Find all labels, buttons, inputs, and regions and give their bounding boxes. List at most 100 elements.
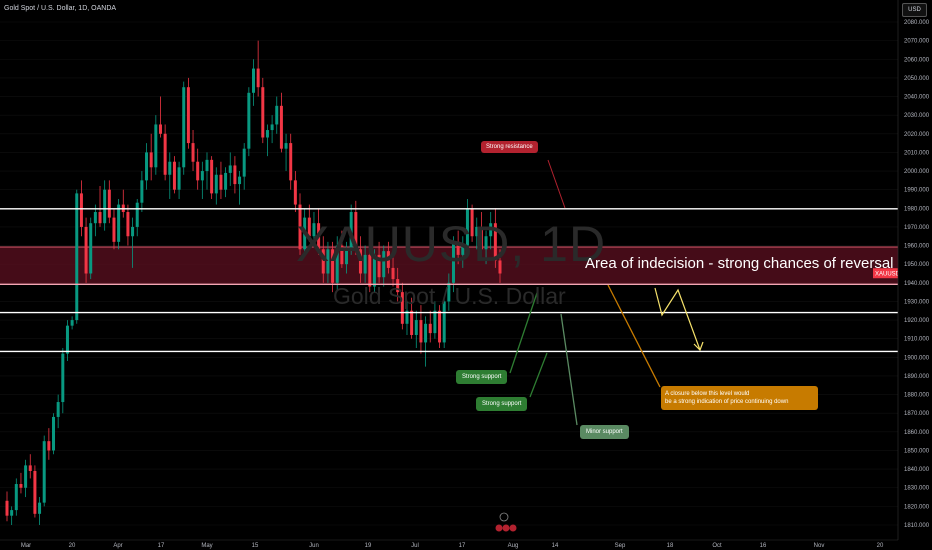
candle-body xyxy=(186,87,190,144)
candle-body xyxy=(117,204,121,242)
closure-note-label[interactable]: A closure below this level would be a st… xyxy=(661,386,818,410)
watermark-symbol: XAUUSD, 1D xyxy=(296,216,607,272)
price-tick-label: 2020.000 xyxy=(904,132,930,138)
symbol-title[interactable]: Gold Spot / U.S. Dollar, 1D, OANDA xyxy=(4,5,117,12)
candle-body xyxy=(442,301,446,343)
candle-body xyxy=(386,251,390,268)
price-tick-label: 1900.000 xyxy=(904,355,930,361)
candle-body xyxy=(145,152,149,181)
time-axis[interactable]: Mar 20 Apr 17 May 15 Jun 19 Jul 17 Aug 14 Sep 18 Oct 16… xyxy=(0,539,898,549)
time-tick-label: 19 xyxy=(365,543,372,549)
candle-body xyxy=(205,159,209,172)
candle-body xyxy=(317,223,321,250)
time-tick-label: Jun xyxy=(309,543,319,549)
candle-body xyxy=(275,105,279,125)
candle-body xyxy=(354,212,358,250)
price-tick-label: 1840.000 xyxy=(904,467,930,473)
candles-layer xyxy=(5,40,502,525)
candle-body xyxy=(298,204,302,250)
strong-support-label-2[interactable]: Strong support xyxy=(476,397,528,411)
strong-support-label-1[interactable]: Strong support xyxy=(456,370,508,384)
candle-body xyxy=(75,193,79,321)
time-tick-label: Apr xyxy=(113,543,122,549)
currency-button[interactable]: USD xyxy=(902,3,927,17)
candle-body xyxy=(89,223,93,274)
candle-body xyxy=(135,202,139,227)
price-tick-label: 2080.000 xyxy=(904,20,930,26)
candle-body xyxy=(256,68,260,88)
closure-note-line-1: A closure below this level would xyxy=(665,391,750,397)
candle-body xyxy=(219,174,223,190)
candle-body xyxy=(456,241,460,255)
candle-body xyxy=(358,249,362,274)
candle-body xyxy=(461,245,465,255)
candle-body xyxy=(214,174,218,194)
candle-body xyxy=(224,172,228,190)
candle-body xyxy=(228,165,232,173)
price-tick-label: 2000.000 xyxy=(904,169,930,175)
candle-body xyxy=(438,310,442,343)
candle-body xyxy=(65,325,69,354)
strong-resistance-label[interactable]: Strong resistance xyxy=(481,141,538,153)
candle-body xyxy=(307,217,311,237)
time-tick-label: 17 xyxy=(158,543,165,549)
candle-body xyxy=(414,320,418,335)
candle-body xyxy=(98,212,102,224)
price-tick-label: 2070.000 xyxy=(904,39,930,45)
time-tick-label: Aug xyxy=(508,543,519,549)
candle-body xyxy=(177,167,181,190)
support-pointer-1 xyxy=(509,289,539,374)
price-tick-label: 2030.000 xyxy=(904,113,930,119)
price-tick-label: 1930.000 xyxy=(904,299,930,305)
price-tick-label: 2060.000 xyxy=(904,57,930,63)
candle-body xyxy=(475,226,479,237)
candle-body xyxy=(252,68,255,93)
candle-body xyxy=(335,245,339,283)
time-tick-label: 20 xyxy=(877,543,884,549)
price-tick-label: 1970.000 xyxy=(904,225,930,231)
candle-body xyxy=(498,260,502,274)
minor-support-label[interactable]: Minor support xyxy=(580,425,629,439)
price-tick-label: 1950.000 xyxy=(904,262,930,268)
candle-body xyxy=(470,208,474,237)
price-tick-label: 2040.000 xyxy=(904,95,930,101)
closure-pointer xyxy=(607,284,661,388)
event-icons[interactable] xyxy=(495,524,517,532)
price-axis[interactable]: 2080.000 2070.000 2060.000 2050.000 2040.000… xyxy=(897,0,932,550)
indecision-area-label[interactable]: Area of indecision - strong chances of r… xyxy=(585,255,894,272)
candle-body xyxy=(56,402,60,417)
symbol-badge-text: XAUUSD xyxy=(875,272,901,278)
candle-body xyxy=(103,189,107,224)
candle-body xyxy=(372,254,376,287)
resistance-pointer xyxy=(547,159,566,209)
candle-body xyxy=(400,292,404,324)
time-tick-label: 14 xyxy=(552,543,559,549)
candle-body xyxy=(47,441,51,451)
candle-body xyxy=(247,92,251,149)
candle-body xyxy=(126,212,130,237)
candle-body xyxy=(424,323,428,343)
candle-body xyxy=(451,241,455,283)
candle-body xyxy=(168,161,172,175)
time-tick-label: 17 xyxy=(459,543,466,549)
time-tick-label: May xyxy=(201,543,212,549)
candle-body xyxy=(479,226,483,250)
replay-icon[interactable] xyxy=(499,512,509,522)
time-tick-label: Sep xyxy=(615,543,626,549)
candle-body xyxy=(261,87,265,138)
candle-body xyxy=(33,470,37,514)
candle-body xyxy=(84,226,88,274)
candle-body xyxy=(5,500,9,516)
time-tick-label: Jul xyxy=(411,543,419,549)
price-tick-label: 1860.000 xyxy=(904,430,930,436)
price-tick-label: 2010.000 xyxy=(904,150,930,156)
candle-body xyxy=(368,254,372,287)
price-tick-label: 1960.000 xyxy=(904,244,930,250)
price-axis-bg xyxy=(898,0,932,550)
time-tick-label: Mar xyxy=(21,543,31,549)
time-tick-label: Oct xyxy=(712,543,722,549)
candle-body xyxy=(233,165,237,185)
time-tick-label: 15 xyxy=(252,543,259,549)
candle-body xyxy=(28,465,32,471)
